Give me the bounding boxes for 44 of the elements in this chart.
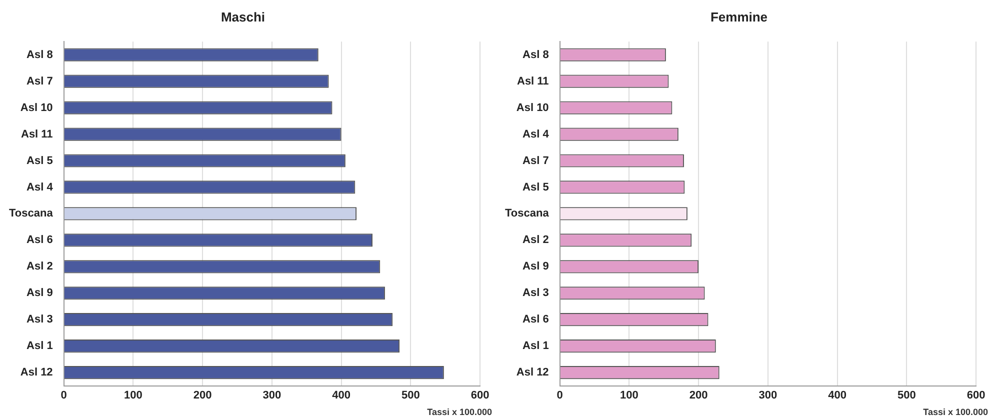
x-tick-label: 0 [60, 389, 67, 402]
chart-title: Maschi [220, 9, 266, 24]
y-tick-label: Asl 2 [522, 234, 549, 246]
y-tick-label: Asl 7 [26, 75, 53, 88]
x-tick-label: 100 [124, 389, 142, 402]
y-tick-label: Asl 4 [522, 128, 550, 140]
y-tick-label: Asl 6 [522, 314, 549, 326]
y-tick-label: Asl 11 [517, 75, 549, 88]
y-tick-label: Asl 8 [26, 48, 53, 61]
y-tick-label: Asl 10 [20, 102, 53, 114]
y-tick-label: Asl 7 [522, 154, 549, 167]
y-tick-label: Asl 1 [522, 340, 549, 352]
text: Tassi x 100.000 [923, 406, 988, 417]
y-tick-label: Asl 10 [516, 102, 549, 114]
y-tick-label: Asl 9 [522, 260, 549, 273]
x-tick-label: 500 [897, 389, 916, 402]
y-tick-label: Asl 3 [26, 314, 53, 326]
y-tick-label: Toscana [505, 208, 550, 220]
y-tick-label: Asl 5 [522, 181, 549, 194]
x-tick-label: 200 [689, 389, 708, 402]
x-tick-label: 300 [758, 389, 778, 402]
text: Tassi x 100.000 [427, 406, 492, 417]
x-tick-label: 600 [470, 389, 490, 402]
y-tick-label: Toscana [9, 208, 54, 220]
y-tick-label: Asl 5 [26, 154, 53, 167]
x-tick-label: 0 [556, 389, 563, 402]
y-tick-label: Asl 3 [522, 287, 549, 300]
x-tick-label: 600 [966, 389, 986, 402]
x-tick-label: 500 [401, 389, 420, 402]
y-tick-label: Asl 9 [26, 287, 53, 300]
y-tick-label: Asl 1 [26, 340, 53, 352]
y-tick-label: Asl 4 [26, 181, 54, 194]
chart-title: Femmine [710, 9, 768, 24]
x-tick-label: 400 [332, 389, 350, 402]
y-tick-label: Asl 12 [20, 366, 53, 379]
y-tick-label: Asl 8 [522, 48, 549, 61]
y-tick-label: Asl 2 [26, 260, 53, 273]
x-tick-label: 400 [828, 389, 846, 402]
y-tick-label: Asl 6 [26, 234, 53, 246]
y-tick-label: Asl 11 [21, 128, 53, 140]
y-tick-label: Asl 12 [516, 366, 549, 379]
x-tick-label: 100 [620, 389, 638, 402]
x-tick-label: 200 [193, 389, 212, 402]
x-tick-label: 300 [262, 389, 282, 402]
